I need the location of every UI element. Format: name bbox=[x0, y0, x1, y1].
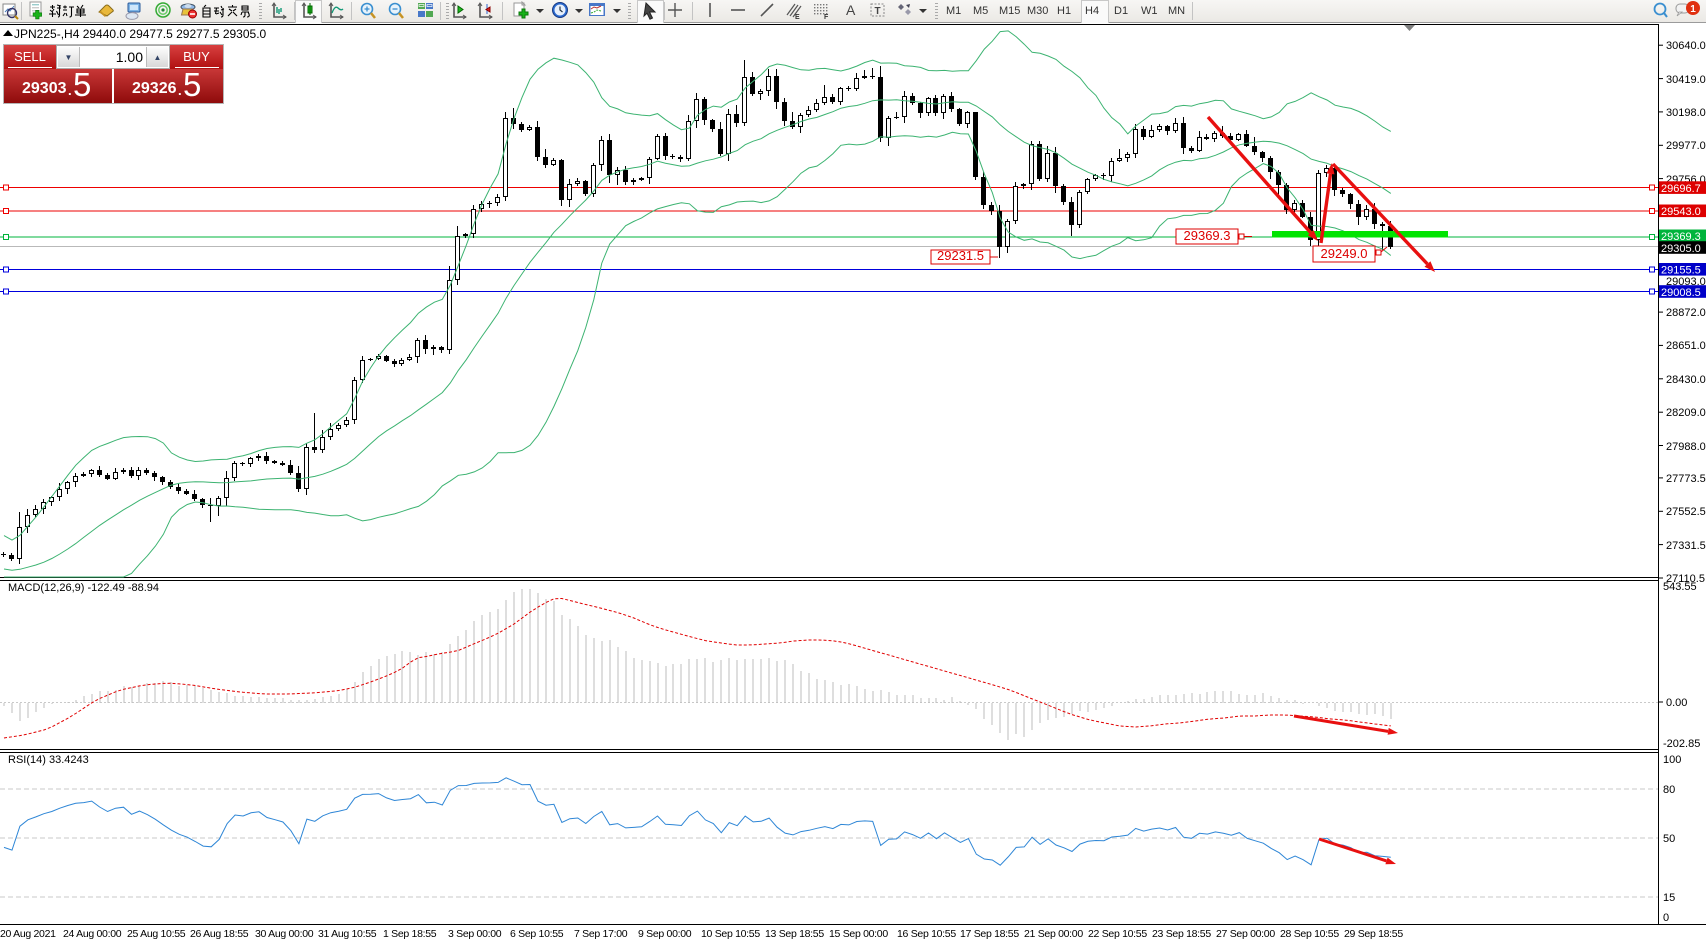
svg-text:25 Aug 10:55: 25 Aug 10:55 bbox=[127, 928, 186, 940]
svg-text:27988.0: 27988.0 bbox=[1666, 441, 1706, 453]
svg-text:29369.3: 29369.3 bbox=[1661, 231, 1701, 243]
svg-text:30 Aug 00:00: 30 Aug 00:00 bbox=[255, 928, 314, 940]
svg-text:28872.0: 28872.0 bbox=[1666, 307, 1706, 319]
svg-text:15 Sep 00:00: 15 Sep 00:00 bbox=[829, 928, 888, 940]
svg-text:28 Sep 10:55: 28 Sep 10:55 bbox=[1280, 928, 1339, 940]
svg-text:29543.0: 29543.0 bbox=[1661, 206, 1701, 218]
svg-text:17 Sep 18:55: 17 Sep 18:55 bbox=[960, 928, 1019, 940]
svg-text:29696.7: 29696.7 bbox=[1661, 183, 1701, 195]
svg-text:31 Aug 10:55: 31 Aug 10:55 bbox=[318, 928, 377, 940]
svg-text:29231.5: 29231.5 bbox=[937, 248, 984, 263]
svg-text:MACD(12,26,9) -122.49 -88.94: MACD(12,26,9) -122.49 -88.94 bbox=[8, 582, 159, 594]
svg-text:3 Sep 00:00: 3 Sep 00:00 bbox=[448, 928, 502, 940]
svg-text:T: T bbox=[875, 6, 881, 17]
svg-text:28651.0: 28651.0 bbox=[1666, 340, 1706, 352]
svg-text:13 Sep 18:55: 13 Sep 18:55 bbox=[765, 928, 824, 940]
svg-text:16 Sep 10:55: 16 Sep 10:55 bbox=[897, 928, 956, 940]
svg-text:0.00: 0.00 bbox=[1666, 697, 1687, 709]
svg-text:29369.3: 29369.3 bbox=[1184, 228, 1231, 243]
svg-text:30640.0: 30640.0 bbox=[1666, 40, 1706, 52]
svg-text:JPN225-,H4 29440.0 29477.5 29: JPN225-,H4 29440.0 29477.5 29277.5 29305… bbox=[14, 27, 267, 41]
svg-text:15: 15 bbox=[1663, 892, 1675, 904]
svg-text:27773.5: 27773.5 bbox=[1666, 473, 1706, 485]
svg-text:E: E bbox=[795, 14, 800, 21]
svg-text:29977.0: 29977.0 bbox=[1666, 140, 1706, 152]
svg-text:9 Sep 00:00: 9 Sep 00:00 bbox=[638, 928, 692, 940]
svg-text:10 Sep 10:55: 10 Sep 10:55 bbox=[701, 928, 760, 940]
svg-text:27331.5: 27331.5 bbox=[1666, 540, 1706, 552]
svg-text:1 Sep 18:55: 1 Sep 18:55 bbox=[383, 928, 437, 940]
svg-text:28430.0: 28430.0 bbox=[1666, 374, 1706, 386]
svg-text:0: 0 bbox=[1663, 912, 1669, 924]
svg-text:A: A bbox=[846, 2, 856, 18]
svg-text:23 Sep 18:55: 23 Sep 18:55 bbox=[1152, 928, 1211, 940]
svg-text:27552.5: 27552.5 bbox=[1666, 506, 1706, 518]
svg-text:29305.0: 29305.0 bbox=[1661, 243, 1701, 255]
svg-text:543.55: 543.55 bbox=[1663, 581, 1697, 593]
svg-text:29249.0: 29249.0 bbox=[1321, 246, 1368, 261]
svg-text:30198.0: 30198.0 bbox=[1666, 107, 1706, 119]
svg-text:1: 1 bbox=[1690, 4, 1696, 15]
svg-text:50: 50 bbox=[1663, 833, 1675, 845]
svg-text:27 Sep 00:00: 27 Sep 00:00 bbox=[1216, 928, 1275, 940]
svg-text:80: 80 bbox=[1663, 784, 1675, 796]
svg-text:29093.0: 29093.0 bbox=[1666, 276, 1706, 288]
svg-text:29155.5: 29155.5 bbox=[1661, 265, 1701, 277]
svg-text:7 Sep 17:00: 7 Sep 17:00 bbox=[574, 928, 628, 940]
svg-text:20 Aug 2021: 20 Aug 2021 bbox=[0, 928, 56, 940]
svg-text:24 Aug 00:00: 24 Aug 00:00 bbox=[63, 928, 122, 940]
svg-text:21 Sep 00:00: 21 Sep 00:00 bbox=[1024, 928, 1083, 940]
svg-text:30419.0: 30419.0 bbox=[1666, 74, 1706, 86]
svg-text:100: 100 bbox=[1663, 754, 1681, 766]
svg-text:22 Sep 10:55: 22 Sep 10:55 bbox=[1088, 928, 1147, 940]
svg-text:F: F bbox=[824, 14, 829, 21]
svg-text:26 Aug 18:55: 26 Aug 18:55 bbox=[190, 928, 249, 940]
svg-text:-202.85: -202.85 bbox=[1663, 738, 1700, 750]
svg-text:6 Sep 10:55: 6 Sep 10:55 bbox=[510, 928, 564, 940]
svg-text:28209.0: 28209.0 bbox=[1666, 407, 1706, 419]
svg-text:29008.5: 29008.5 bbox=[1661, 287, 1701, 299]
svg-text:29 Sep 18:55: 29 Sep 18:55 bbox=[1344, 928, 1403, 940]
svg-text:RSI(14) 33.4243: RSI(14) 33.4243 bbox=[8, 754, 89, 766]
svg-text:27110.5: 27110.5 bbox=[1666, 573, 1705, 585]
